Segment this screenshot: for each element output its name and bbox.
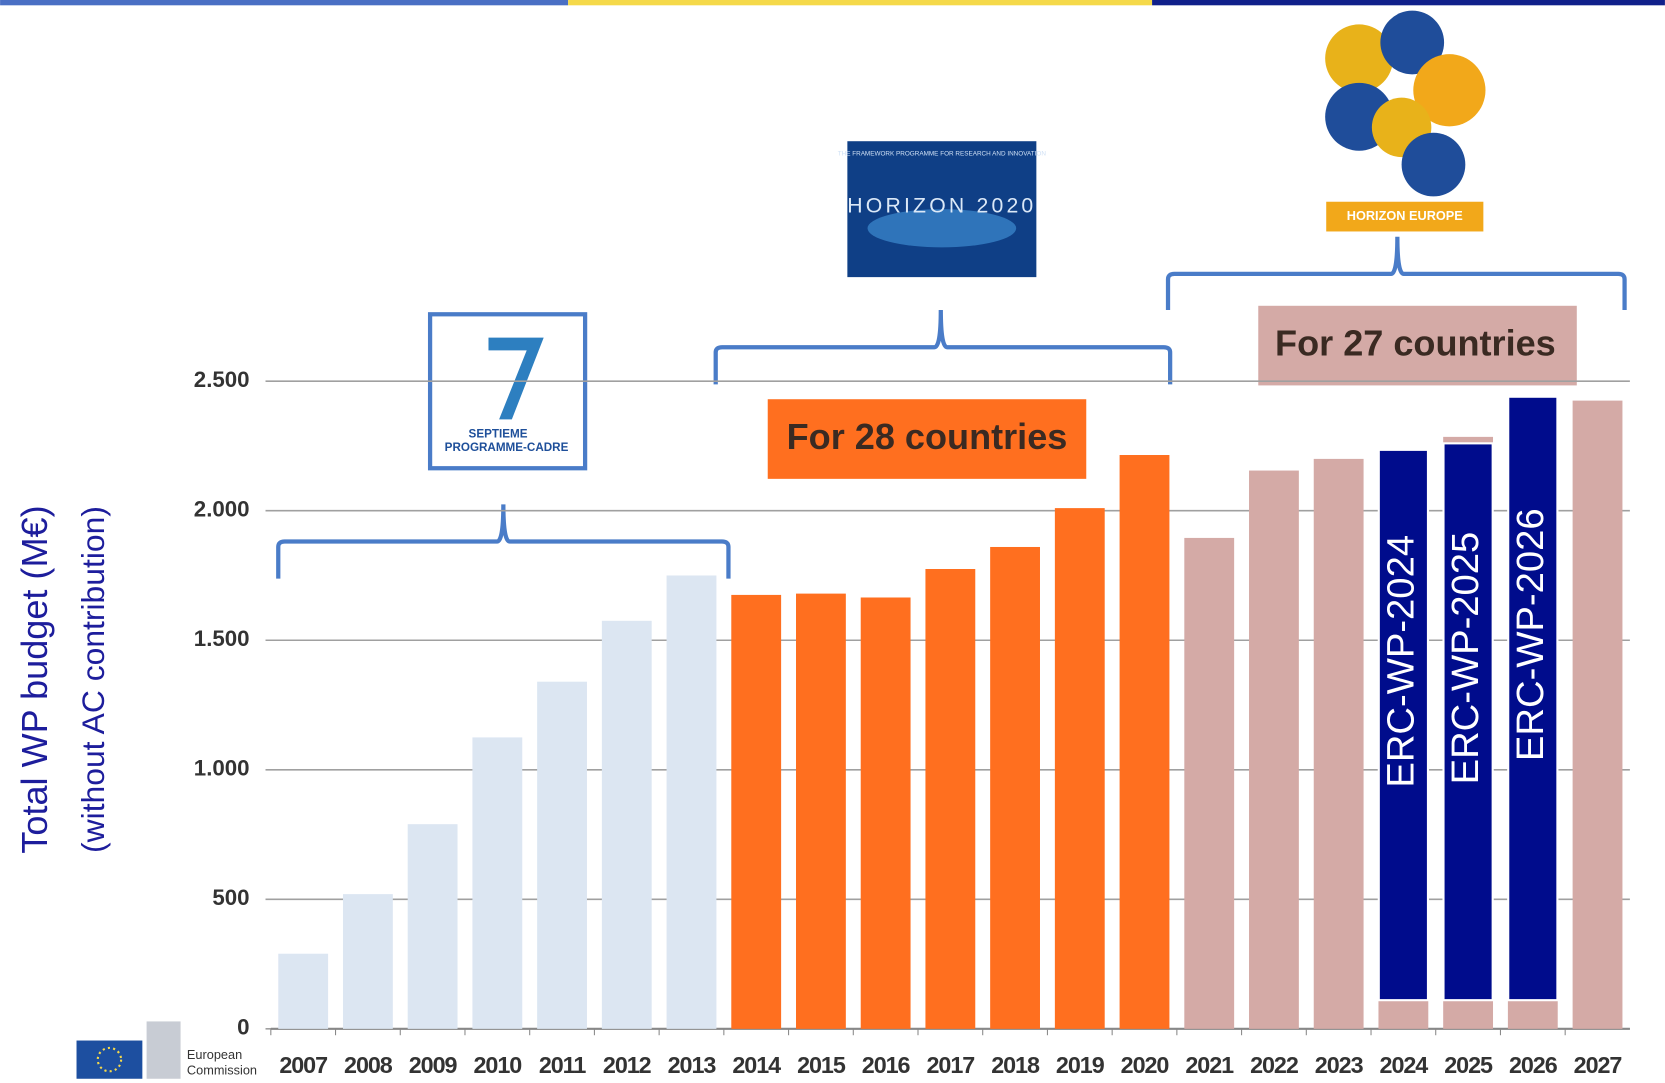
stripe <box>1152 0 1665 6</box>
logo-text: European <box>187 1047 242 1062</box>
x-tick-label: 2023 <box>1315 1052 1364 1078</box>
logo-text: Commission <box>187 1063 257 1078</box>
bar <box>1249 470 1299 1029</box>
x-tick-label: 2007 <box>279 1052 327 1078</box>
bar <box>1184 537 1235 1029</box>
bar <box>1313 458 1364 1029</box>
bar <box>1054 508 1105 1029</box>
x-tick-label: 2022 <box>1250 1052 1299 1078</box>
ec-building <box>146 1021 181 1079</box>
y-tick-label: 1.000 <box>194 756 250 781</box>
x-tick-label: 2021 <box>1185 1052 1234 1078</box>
bar <box>601 620 652 1029</box>
annotation: For 27 countries <box>1275 323 1556 364</box>
logo-text: PROGRAMME-CADRE <box>445 441 569 454</box>
logo-text: THE FRAMEWORK PROGRAMME FOR RESEARCH AND… <box>838 151 1047 158</box>
y-axis-title: Total WP budget (M€) <box>14 505 55 853</box>
overlay-label: ERC-WP-2026 <box>1509 508 1552 761</box>
overlay-label: ERC-WP-2024 <box>1379 535 1422 788</box>
x-tick-label: 2012 <box>603 1052 652 1078</box>
he-logo <box>1413 54 1486 127</box>
bar <box>796 593 846 1029</box>
x-tick-label: 2025 <box>1444 1052 1493 1078</box>
stripe <box>568 0 1153 6</box>
bar <box>990 546 1040 1029</box>
x-tick-label: 2014 <box>732 1052 781 1078</box>
x-tick-label: 2013 <box>668 1052 717 1078</box>
x-tick-label: 2018 <box>991 1052 1040 1078</box>
bar <box>278 953 329 1029</box>
he-logo <box>1401 132 1466 197</box>
y-tick-label: 1.500 <box>194 626 250 651</box>
overlay-label: ERC-WP-2025 <box>1444 532 1487 785</box>
ec-flag <box>76 1040 143 1079</box>
decorations <box>76 10 1627 1079</box>
bar <box>1119 455 1170 1029</box>
overlay-bar <box>1377 448 1430 1002</box>
bracket <box>1165 236 1627 311</box>
annotation: For 28 countries <box>787 416 1068 457</box>
x-tick-label: 2017 <box>927 1052 975 1078</box>
y-tick-label: 2.500 <box>194 367 250 392</box>
bracket <box>713 310 1173 385</box>
logo-text: HORIZON 2020 <box>847 195 1036 218</box>
y-tick-label: 2.000 <box>194 497 250 522</box>
overlay-bar <box>1442 442 1494 1002</box>
bar <box>666 575 717 1029</box>
bar <box>472 737 523 1029</box>
he-banner <box>1326 201 1484 232</box>
x-tick-label: 2008 <box>344 1052 393 1078</box>
x-tick-label: 2027 <box>1574 1052 1622 1078</box>
y-tick-label: 0 <box>237 1015 249 1040</box>
x-tick-label: 2020 <box>1121 1052 1170 1078</box>
fp7-seven <box>488 337 544 420</box>
bar <box>860 597 911 1029</box>
x-tick-label: 2011 <box>539 1052 586 1078</box>
stripe <box>0 0 569 6</box>
ec-stars <box>96 1046 123 1073</box>
bar <box>407 824 458 1029</box>
h2020-glow <box>867 209 1017 248</box>
logo-text: SEPTIEME <box>469 427 528 440</box>
x-tick-label: 2026 <box>1509 1052 1558 1078</box>
fp7-logo <box>427 312 588 471</box>
x-tick-label: 2016 <box>862 1052 911 1078</box>
he-logo <box>1325 24 1394 93</box>
annotation-box <box>1258 305 1577 386</box>
bar <box>731 594 782 1029</box>
bracket <box>276 504 731 579</box>
x-tick-label: 2010 <box>473 1052 522 1078</box>
logo-text: HORIZON EUROPE <box>1347 208 1463 223</box>
bar <box>1572 400 1623 1029</box>
h2020-logo <box>847 141 1037 278</box>
annotation-box <box>767 399 1087 479</box>
x-tick-label: 2024 <box>1380 1052 1429 1078</box>
bar <box>925 568 976 1029</box>
overlay-bar <box>1507 395 1559 1002</box>
x-tick-label: 2019 <box>1056 1052 1105 1078</box>
he-logo <box>1380 10 1445 75</box>
x-tick-label: 2009 <box>409 1052 458 1078</box>
y-tick-label: 500 <box>212 885 249 910</box>
x-tick-label: 2015 <box>797 1052 846 1078</box>
y-axis-subtitle: (without AC contribution) <box>75 506 111 853</box>
bar <box>342 894 393 1029</box>
bar <box>537 681 587 1029</box>
